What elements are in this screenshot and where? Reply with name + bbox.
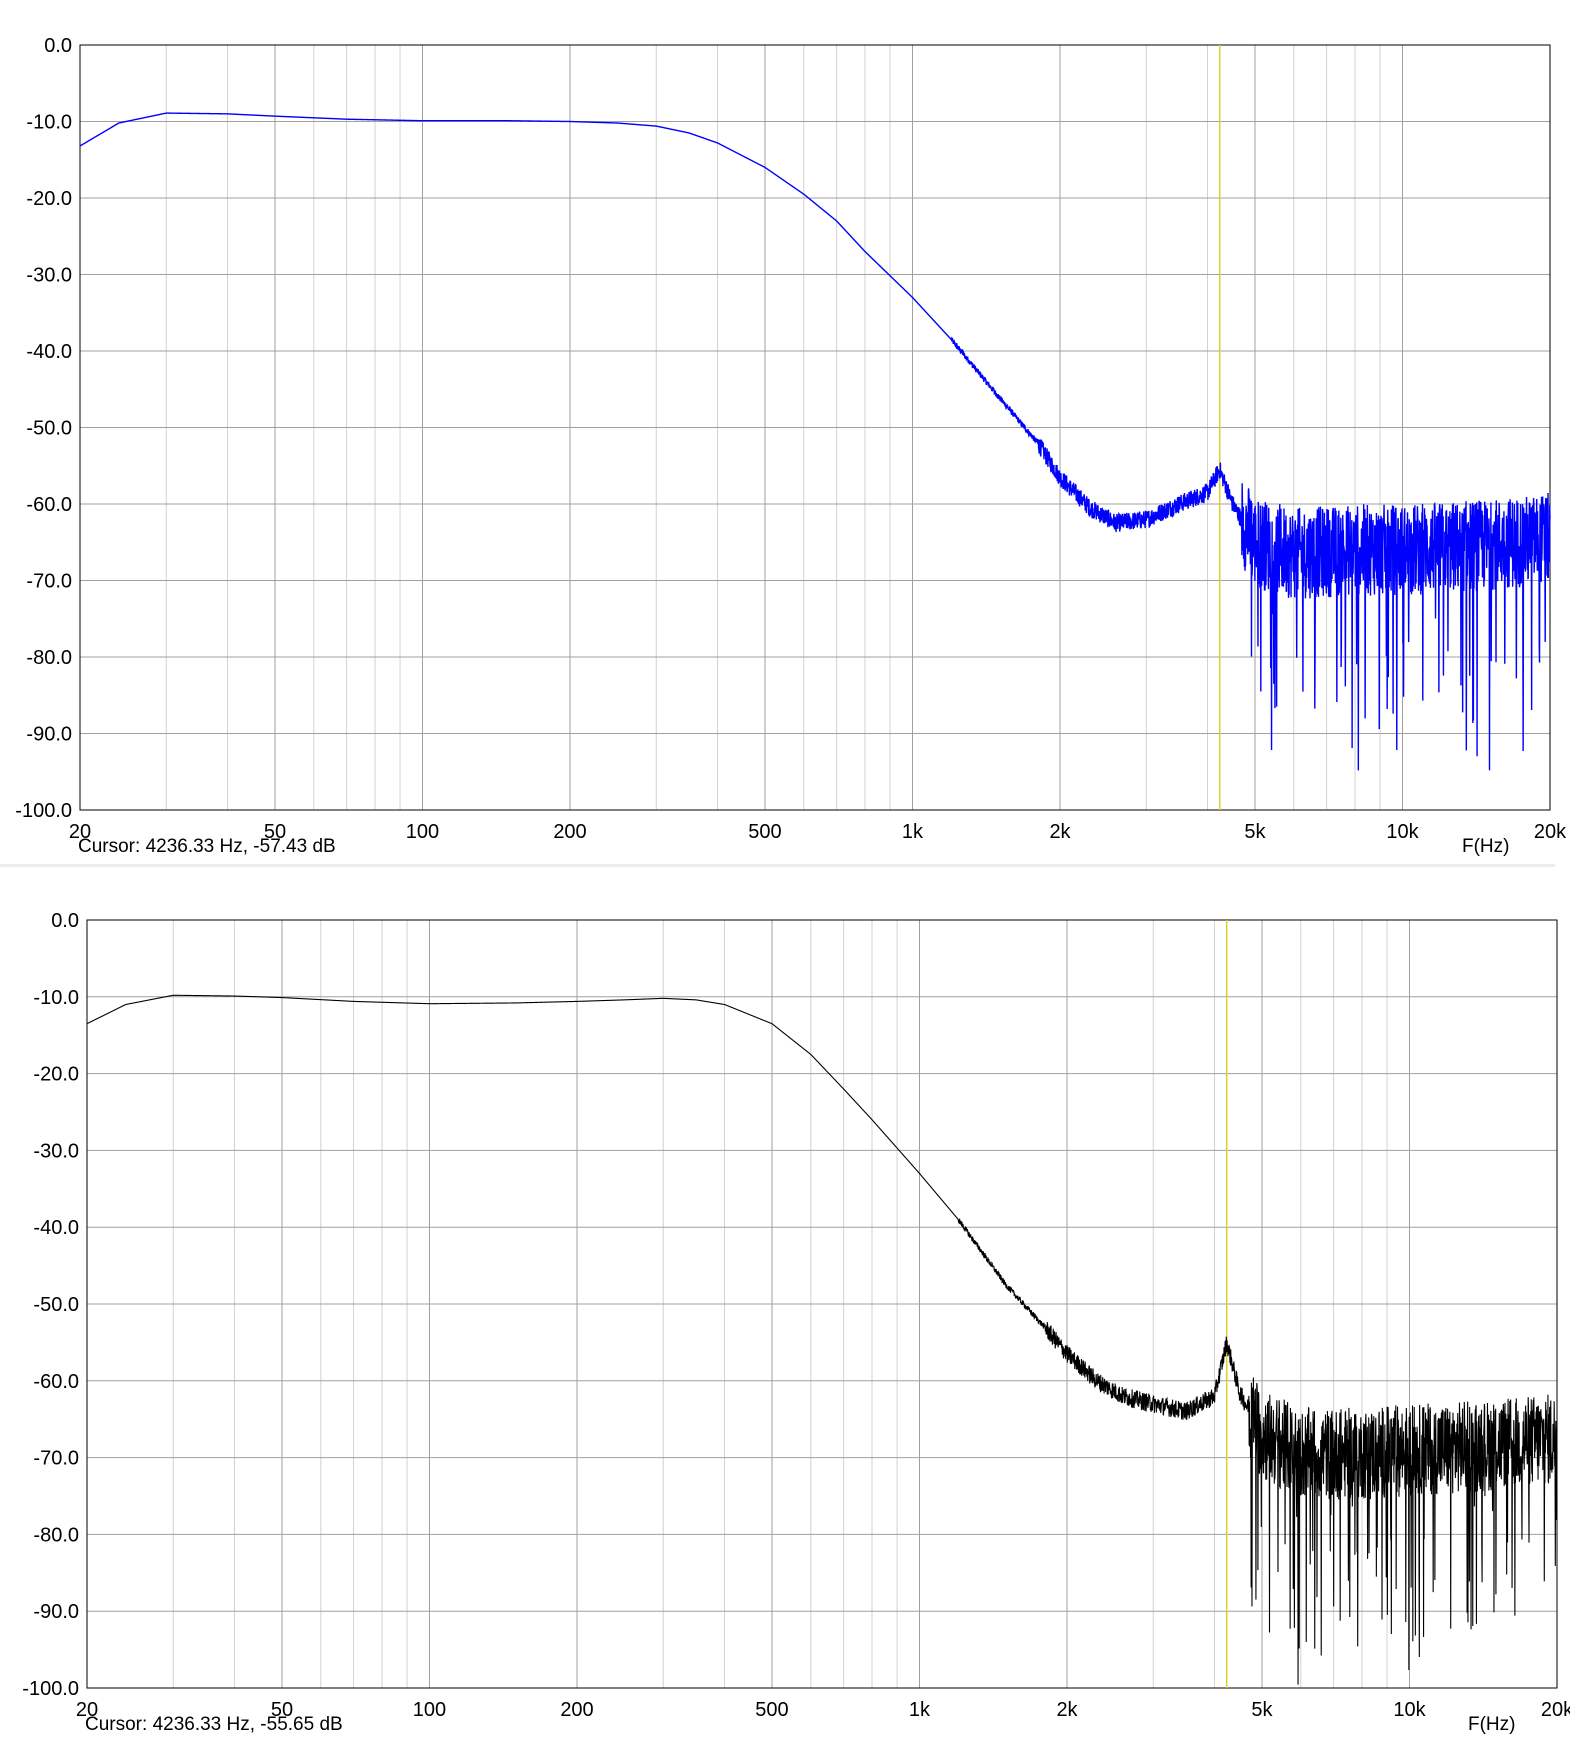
y-tick-label: -10.0	[33, 987, 79, 1009]
y-tick-label: 0.0	[51, 910, 79, 932]
x-tick-label: 100	[406, 821, 439, 843]
x-tick-label: 2k	[1056, 1699, 1078, 1721]
x-tick-label: 100	[413, 1699, 446, 1721]
x-tick-label: 200	[553, 821, 586, 843]
plot-frame	[79, 44, 1551, 811]
y-tick-label: -20.0	[33, 1064, 79, 1086]
y-tick-label: -50.0	[26, 418, 72, 440]
x-tick-label: 10k	[1393, 1699, 1426, 1721]
x-tick-label: 10k	[1386, 821, 1419, 843]
y-tick-label: -40.0	[33, 1217, 79, 1239]
x-tick-label: 1k	[909, 1699, 931, 1721]
x-tick-label: 500	[755, 1699, 788, 1721]
x-tick-label: 500	[748, 821, 781, 843]
response-curve	[79, 112, 1551, 771]
y-tick-label: -60.0	[33, 1371, 79, 1393]
y-tick-label: -40.0	[26, 341, 72, 363]
x-tick-label: 2k	[1049, 821, 1071, 843]
y-tick-label: -100.0	[15, 800, 72, 822]
x-tick-label: 20k	[1534, 821, 1567, 843]
x-tick-label: 20	[76, 1699, 98, 1721]
y-tick-label: -80.0	[26, 647, 72, 669]
bottom-x-axis-label: F(Hz)	[1468, 1714, 1516, 1735]
bottom-response-panel: 20 50 100 200 500 1k 2k 5k 10k 20k 0.0 -10.0 -20.0 -3…	[0, 876, 1570, 1750]
plot-frame	[86, 919, 1558, 1689]
y-tick-label: -60.0	[26, 494, 72, 516]
y-tick-label: -90.0	[26, 724, 72, 746]
x-tick-label: 5k	[1244, 821, 1266, 843]
panel-separator	[0, 864, 1555, 867]
x-tick-label: 20k	[1541, 1699, 1570, 1721]
top-cursor-readout: Cursor: 4236.33 Hz, -57.43 dB	[78, 836, 336, 857]
x-tick-label: 200	[560, 1699, 593, 1721]
y-tick-label: -10.0	[26, 112, 72, 134]
y-tick-label: -30.0	[26, 265, 72, 287]
x-tick-label: 20	[69, 821, 91, 843]
y-tick-label: -50.0	[33, 1294, 79, 1316]
y-tick-label: -100.0	[22, 1678, 79, 1700]
x-tick-label: 50	[264, 821, 286, 843]
y-tick-label: -30.0	[33, 1140, 79, 1162]
response-curve	[86, 994, 1558, 1685]
top-frequency-response-chart: 20 50 100 200 500 1k 2k 5k 10k 20k 0.0 -10.0 -20.0 -3…	[15, 35, 1567, 843]
bottom-frequency-response-chart: 20 50 100 200 500 1k 2k 5k 10k 20k 0.0 -10.0 -20.0 -3…	[22, 910, 1570, 1721]
x-tick-label: 5k	[1251, 1699, 1273, 1721]
x-tick-label: 1k	[902, 821, 924, 843]
y-tick-label: -70.0	[26, 571, 72, 593]
top-response-panel: 20 50 100 200 500 1k 2k 5k 10k 20k 0.0 -10.0 -20.0 -3…	[0, 0, 1570, 870]
y-tick-label: -20.0	[26, 188, 72, 210]
top-x-axis-label: F(Hz)	[1462, 836, 1510, 857]
y-tick-label: -90.0	[33, 1601, 79, 1623]
y-tick-label: -80.0	[33, 1524, 79, 1546]
x-tick-label: 50	[271, 1699, 293, 1721]
y-tick-label: -70.0	[33, 1448, 79, 1470]
y-tick-label: 0.0	[44, 35, 72, 57]
bottom-cursor-readout: Cursor: 4236.33 Hz, -55.65 dB	[85, 1714, 343, 1735]
